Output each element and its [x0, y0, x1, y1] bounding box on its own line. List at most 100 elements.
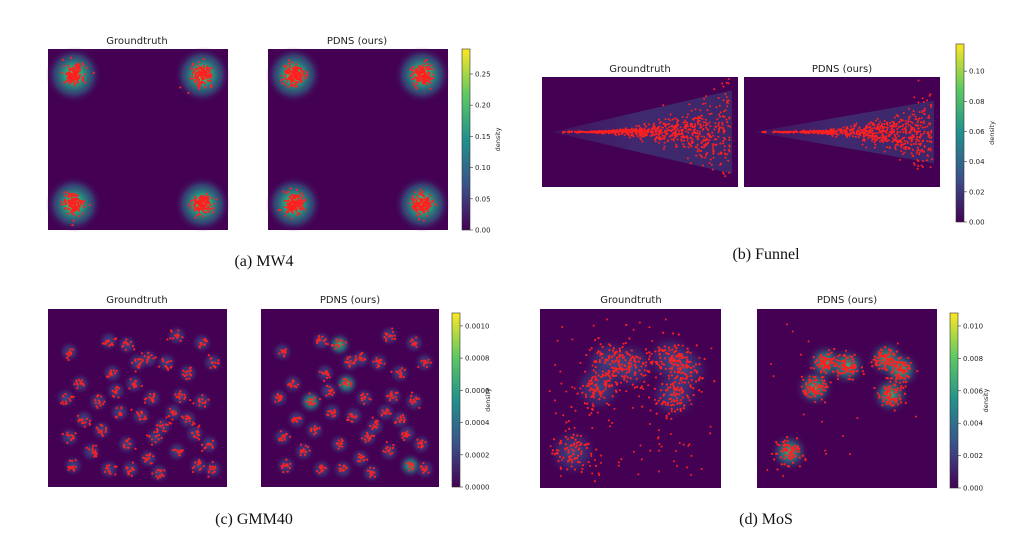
sample-point: [820, 384, 823, 388]
sample-point: [570, 459, 573, 462]
sample-point: [197, 85, 200, 88]
sample-point: [285, 432, 288, 436]
sample-point: [130, 474, 133, 477]
sample-point: [70, 459, 74, 463]
sample-point: [211, 471, 214, 474]
sample-point: [323, 466, 326, 469]
sample-point: [907, 120, 910, 123]
sample-point: [893, 354, 896, 357]
sample-point: [354, 355, 358, 358]
sample-point: [723, 110, 726, 113]
sample-point: [429, 77, 433, 80]
sample-point: [696, 117, 699, 120]
sample-point: [195, 200, 199, 204]
sample-point: [207, 205, 210, 208]
sample-point: [696, 132, 699, 135]
sample-point: [672, 385, 675, 388]
sample-point: [69, 348, 72, 351]
sample-point: [213, 202, 216, 206]
sample-point: [679, 378, 682, 382]
sample-point: [916, 369, 919, 373]
sample-point: [369, 398, 372, 401]
sample-point: [876, 364, 879, 367]
sample-point: [901, 119, 904, 122]
sample-point: [887, 348, 891, 351]
sample-point: [198, 404, 201, 407]
sample-point: [620, 458, 623, 461]
sample-point: [895, 114, 898, 117]
sample-point: [614, 381, 617, 384]
sample-point: [195, 77, 198, 80]
sample-point: [168, 421, 171, 424]
sample-point: [155, 430, 159, 434]
sample-point: [299, 196, 303, 199]
sample-point: [590, 454, 593, 457]
sample-point: [302, 69, 306, 73]
sample-point: [666, 352, 669, 355]
sample-point: [104, 430, 107, 434]
sample-point: [98, 401, 102, 404]
sample-point: [858, 127, 861, 130]
sample-point: [649, 409, 652, 412]
sample-point: [870, 139, 873, 142]
sample-point: [88, 203, 92, 207]
sample-point: [817, 389, 821, 392]
sample-point: [327, 393, 330, 396]
sample-point: [692, 387, 695, 390]
sample-point: [366, 436, 369, 439]
sample-point: [662, 331, 665, 334]
sample-point: [845, 136, 848, 139]
sample-point: [288, 435, 292, 438]
sample-point: [85, 417, 89, 420]
colorbar-tick-label: 0.02: [969, 188, 985, 196]
sample-point: [195, 433, 199, 436]
sample-point: [706, 109, 709, 112]
sample-point: [100, 395, 103, 398]
sample-point: [875, 134, 878, 137]
sample-point: [409, 340, 412, 343]
sample-point: [927, 116, 930, 119]
sample-point: [68, 202, 71, 205]
sample-point: [68, 351, 71, 354]
sample-point: [194, 198, 197, 201]
sample-point: [413, 71, 416, 74]
sample-point: [698, 356, 701, 359]
sample-point: [72, 465, 75, 468]
sample-point: [299, 417, 302, 420]
sample-point: [294, 75, 297, 78]
sample-point: [928, 136, 931, 139]
sample-point: [198, 438, 201, 441]
sample-point: [104, 342, 107, 346]
sample-point: [814, 390, 817, 393]
sample-point: [193, 202, 196, 205]
sample-point: [676, 121, 679, 124]
sample-point: [390, 451, 394, 455]
sample-point: [164, 423, 168, 426]
sample-point: [312, 433, 316, 436]
sample-point: [625, 380, 628, 383]
sample-point: [297, 201, 300, 204]
sample-point: [169, 337, 172, 340]
sample-point: [364, 395, 367, 398]
sample-point: [672, 137, 675, 140]
sample-point: [685, 377, 688, 380]
sample-point: [130, 408, 133, 411]
sample-point: [337, 439, 340, 442]
sample-point: [76, 197, 79, 200]
sample-point: [827, 367, 831, 370]
sample-point: [728, 125, 731, 128]
sample-point: [289, 206, 292, 210]
sample-point: [918, 130, 921, 133]
sample-point: [561, 325, 564, 328]
sample-point: [398, 419, 401, 422]
sample-point: [869, 131, 872, 134]
mode-density-glow: [339, 351, 361, 374]
sample-point: [664, 123, 667, 126]
sample-point: [392, 443, 395, 447]
sample-point: [668, 126, 671, 129]
sample-point: [856, 369, 859, 373]
sample-point: [628, 368, 631, 371]
sample-point: [916, 121, 919, 124]
sample-point: [915, 138, 918, 141]
sample-point: [296, 214, 299, 217]
